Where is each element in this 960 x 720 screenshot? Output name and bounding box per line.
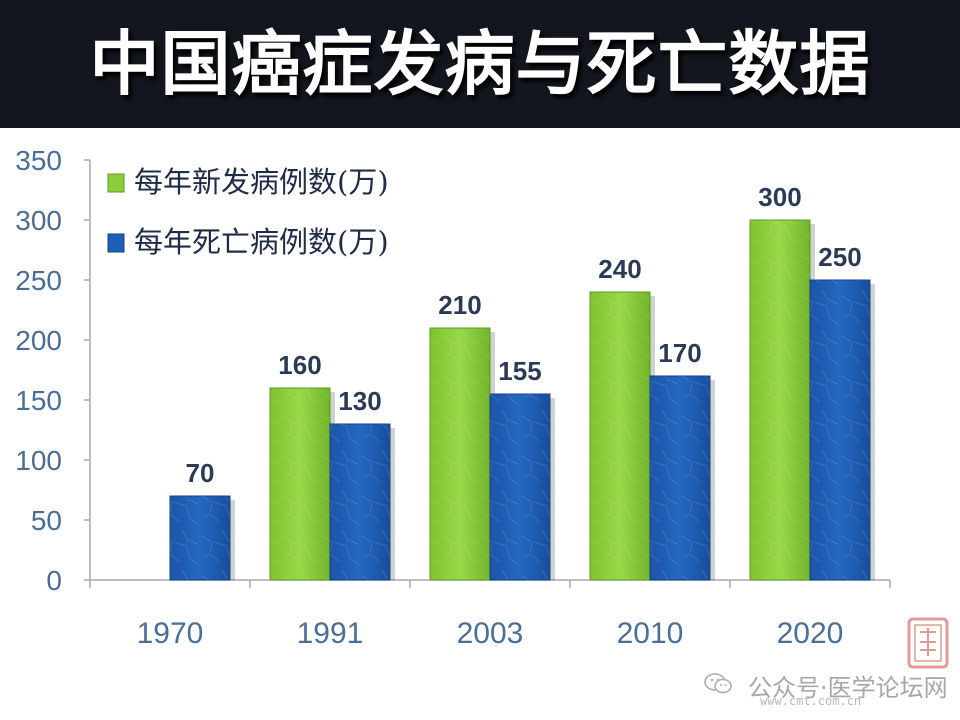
legend-swatch-incidence [107, 173, 125, 193]
bar-texture [750, 220, 810, 580]
wechat-icon [704, 673, 732, 694]
y-tick-label: 250 [15, 265, 62, 296]
x-tick-label: 1970 [137, 617, 204, 650]
y-tick-label: 0 [46, 565, 62, 596]
y-tick-label: 50 [31, 505, 62, 536]
bar-texture [330, 424, 390, 580]
y-tick-label: 200 [15, 325, 62, 356]
bar-texture [430, 328, 490, 580]
data-label: 155 [498, 356, 541, 386]
data-label: 210 [438, 290, 481, 320]
y-tick-label: 350 [15, 145, 62, 176]
legend: 每年新发病例数(万) 每年死亡病例数(万) [107, 165, 389, 259]
bar-texture [270, 388, 330, 580]
title-bar [0, 0, 960, 128]
legend-swatch-deaths [107, 233, 125, 253]
bar-texture [810, 280, 870, 580]
legend-label-deaths: 每年死亡病例数(万) [134, 225, 389, 259]
page-title: 中国癌症发病与死亡数据 [89, 23, 871, 105]
watermark-site: www.cmt.com.cn [760, 694, 862, 708]
seal-stamp-icon [907, 617, 949, 669]
bars: 160 210 240 300 70 130 155 170 250 [169, 182, 875, 581]
x-tick-label: 2020 [777, 617, 844, 650]
y-tick-label: 100 [15, 445, 62, 476]
bar-texture [490, 394, 550, 580]
data-label: 130 [338, 386, 381, 416]
legend-label-incidence: 每年新发病例数(万) [134, 165, 389, 199]
data-label: 160 [278, 350, 321, 380]
y-tick-label: 300 [15, 205, 62, 236]
data-label: 300 [758, 182, 801, 212]
data-label: 70 [186, 458, 215, 488]
x-tick-label: 2010 [617, 617, 684, 650]
data-label: 170 [658, 338, 701, 368]
bar-chart: 0 50 100 150 200 250 300 350 1970 1991 2003 2010 202… [15, 145, 891, 650]
y-tick-label: 150 [15, 385, 62, 416]
bar-texture [170, 496, 230, 580]
bar-texture [650, 376, 710, 580]
axes: 0 50 100 150 200 250 300 350 1970 1991 2003 2010 202… [15, 145, 891, 650]
data-label: 250 [818, 242, 861, 272]
data-label: 240 [598, 254, 641, 284]
watermark-text: 公众号·医学论坛网 [748, 674, 948, 702]
bar-texture [590, 292, 650, 580]
x-tick-label: 2003 [457, 617, 524, 650]
x-tick-label: 1991 [297, 617, 364, 650]
